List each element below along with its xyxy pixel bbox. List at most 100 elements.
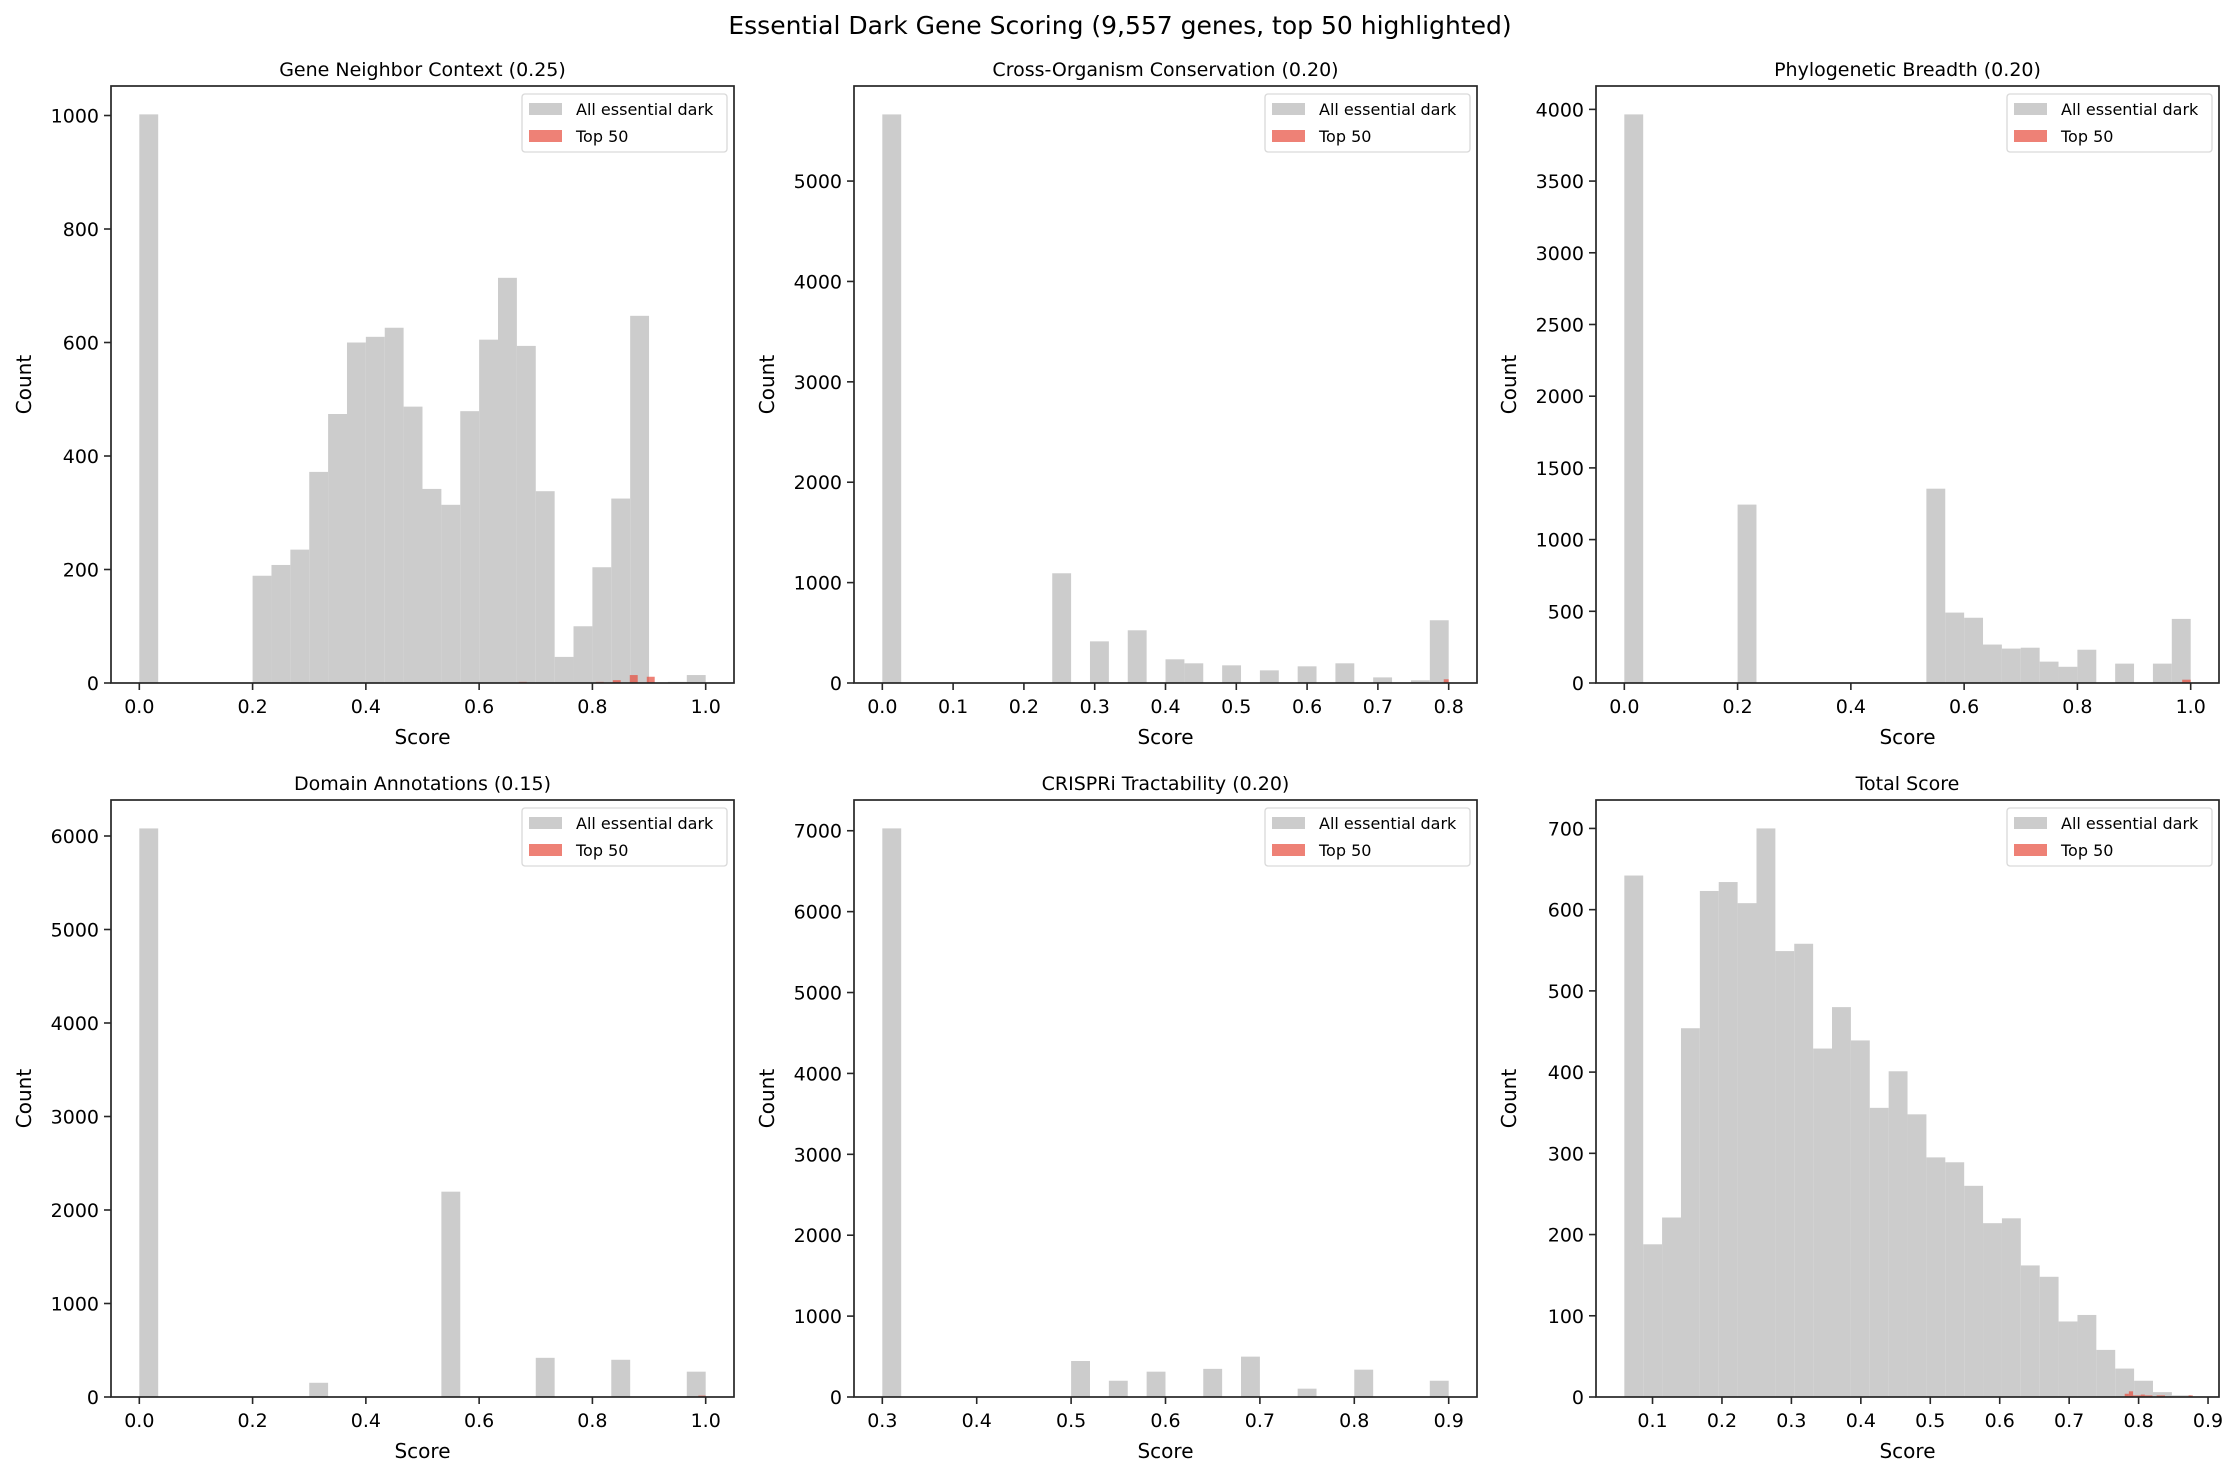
axes-frame: [110, 85, 735, 684]
subplot-2: 0.0 0.1 0.2 0.3 0.4 0.5 0.6 0.7 0.8 0 1000 2000 3000…: [755, 59, 1478, 749]
bar-all-essential-dark: [1699, 890, 1719, 1397]
subplot-3: 0.0 0.2 0.4 0.6 0.8 1.0 0 500 1000 1500 2000 2500 30…: [1497, 59, 2220, 749]
bar-all-essential-dark: [1737, 504, 1757, 683]
bar-all-essential-dark: [498, 277, 517, 683]
y-axis-label: Count: [12, 1069, 36, 1129]
bar-top-50: [2128, 1391, 2134, 1397]
y-tick-label: 600: [1548, 900, 1584, 922]
bar-all-essential-dark: [1259, 670, 1279, 683]
x-tick-label: 0.0: [124, 1410, 154, 1432]
y-axis-label: Count: [12, 355, 36, 415]
x-tick-label: 0.2: [237, 1410, 267, 1432]
legend-swatch-all-essential-dark: [1272, 817, 1305, 829]
y-tick-label: 6000: [794, 902, 842, 924]
bar-all-essential-dark: [1108, 1380, 1128, 1397]
legend-label: Top 50: [575, 841, 628, 860]
y-tick-label: 4000: [1536, 99, 1584, 121]
subplot-1: 0.0 0.2 0.4 0.6 0.8 1.0 0 200 400 600 800 1000 Gene …: [12, 59, 735, 749]
bar-all-essential-dark: [686, 1371, 706, 1397]
y-tick-label: 3000: [51, 1106, 99, 1128]
y-axis-label: Count: [755, 1069, 779, 1129]
subplot-5: 0.3 0.4 0.5 0.6 0.7 0.8 0.9 0 1000 2000 3000 4000 50…: [755, 773, 1478, 1463]
x-tick-label: 0.6: [1949, 696, 1979, 718]
legend-label: Top 50: [1318, 127, 1371, 146]
bar-all-essential-dark: [1926, 1157, 1946, 1397]
bar-all-essential-dark: [2171, 618, 2191, 683]
bar-all-essential-dark: [1850, 1040, 1870, 1397]
subplot-title: Total Score: [1855, 773, 1960, 795]
bar-all-essential-dark: [2058, 1321, 2078, 1397]
bar-all-essential-dark: [2001, 1218, 2021, 1397]
bar-top-50: [2140, 1394, 2145, 1397]
legend-label: Top 50: [575, 127, 628, 146]
legend-box: [2006, 807, 2213, 867]
y-tick-label: 0: [87, 1387, 99, 1409]
legend-swatch-all-essential-dark: [2014, 817, 2047, 829]
x-tick-label: 0.6: [1150, 1410, 1180, 1432]
bar-all-essential-dark: [403, 406, 423, 683]
x-tick-label: 0.7: [2054, 1410, 2084, 1432]
y-tick-label: 600: [63, 333, 99, 355]
x-tick-label: 0.6: [1985, 1410, 2015, 1432]
x-tick-label: 0.2: [1722, 696, 1752, 718]
bar-all-essential-dark: [1624, 875, 1644, 1397]
bar-all-essential-dark: [1680, 1028, 1700, 1397]
x-tick-label: 0.3: [1776, 1410, 1806, 1432]
x-tick-label: 1.0: [691, 1410, 721, 1432]
bar-all-essential-dark: [309, 1382, 329, 1397]
bar-all-essential-dark: [2115, 663, 2135, 683]
legend-swatch-top-50: [1272, 130, 1305, 142]
bar-all-essential-dark: [2077, 1314, 2097, 1397]
legend-box: [2006, 93, 2213, 153]
legend-swatch-top-50: [529, 844, 562, 856]
y-tick-label: 5000: [794, 171, 842, 193]
y-tick-label: 3500: [1536, 171, 1584, 193]
bar-all-essential-dark: [1184, 663, 1204, 683]
bar-all-essential-dark: [441, 504, 461, 683]
bar-all-essential-dark: [535, 491, 555, 683]
bar-all-essential-dark: [1165, 659, 1185, 683]
legend-label: All essential dark: [576, 100, 714, 119]
y-tick-label: 1000: [51, 1293, 99, 1315]
bar-all-essential-dark: [1945, 612, 1965, 683]
bar-top-50: [2182, 679, 2191, 683]
bar-all-essential-dark: [1964, 1185, 1984, 1397]
legend-swatch-all-essential-dark: [529, 103, 562, 115]
y-tick-label: 1000: [1536, 530, 1584, 552]
bar-all-essential-dark: [460, 411, 480, 683]
x-tick-label: 0.9: [1434, 1410, 1464, 1432]
legend-swatch-all-essential-dark: [529, 817, 562, 829]
x-tick-label: 0.3: [867, 1410, 897, 1432]
bar-all-essential-dark: [1354, 1369, 1374, 1397]
bar-all-essential-dark: [2039, 1276, 2059, 1397]
bar-top-50: [1443, 679, 1449, 683]
x-axis-label: Score: [1879, 725, 1935, 749]
bar-all-essential-dark: [1127, 630, 1147, 683]
bar-all-essential-dark: [1146, 1371, 1166, 1397]
y-tick-label: 0: [1572, 1387, 1584, 1409]
bar-all-essential-dark: [271, 564, 291, 683]
legend-box: [521, 807, 728, 867]
x-tick-label: 0.6: [1292, 696, 1322, 718]
y-tick-label: 4000: [51, 1013, 99, 1035]
x-tick-label: 0.0: [867, 696, 897, 718]
axes-frame: [1595, 85, 2220, 684]
bar-all-essential-dark: [1718, 882, 1738, 1397]
subplot-title: Cross-Organism Conservation (0.20): [992, 59, 1338, 81]
y-tick-label: 500: [1548, 601, 1584, 623]
y-tick-label: 400: [63, 446, 99, 468]
legend-label: All essential dark: [1319, 814, 1457, 833]
y-tick-label: 3000: [1536, 243, 1584, 265]
bar-all-essential-dark: [1203, 1368, 1223, 1397]
subplot-4: 0.0 0.2 0.4 0.6 0.8 1.0 0 1000 2000 3000 4000 5000 6…: [12, 773, 735, 1463]
y-tick-label: 2500: [1536, 314, 1584, 336]
bar-all-essential-dark: [1429, 620, 1449, 683]
bar-all-essential-dark: [882, 114, 902, 684]
subplot-title: CRISPRi Tractability (0.20): [1042, 773, 1290, 795]
bar-all-essential-dark: [1945, 1162, 1965, 1397]
bar-all-essential-dark: [365, 336, 385, 683]
bar-all-essential-dark: [1813, 1048, 1833, 1397]
bar-all-essential-dark: [384, 327, 404, 683]
x-tick-label: 0.5: [1221, 696, 1251, 718]
bar-all-essential-dark: [1052, 573, 1072, 683]
